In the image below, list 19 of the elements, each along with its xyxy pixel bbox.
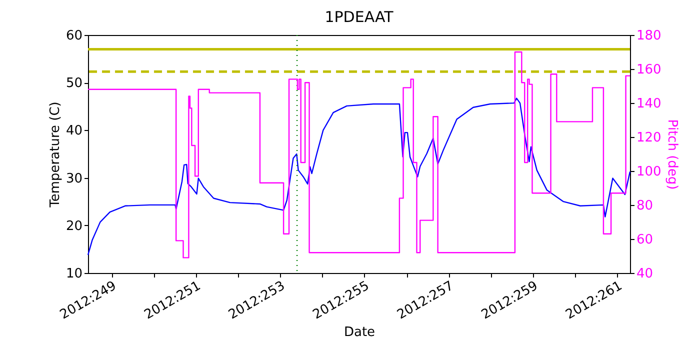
y2-tick-label: 160 [636,62,662,78]
y-axis-title: Temperature (C) [48,102,63,208]
y2-tick-label: 80 [636,198,654,214]
y2-tick-label: 180 [636,28,662,44]
y2-tick-label: 60 [636,232,654,248]
y2-axis-title: Pitch (deg) [664,119,680,190]
y-tick-label: 60 [66,28,82,44]
line-series [87,98,631,256]
y2-tick-label: 100 [636,164,662,180]
y-tick-label: 30 [66,171,82,186]
x-axis-title: Date [344,324,376,340]
y2-tick-label: 40 [636,266,654,282]
y2-tick-label: 120 [636,130,662,146]
chart-title: 1PDEAAT [324,8,394,26]
y-tick-label: 20 [66,218,82,234]
y-tick-label: 50 [66,76,82,92]
y-tick-label: 40 [66,124,82,139]
y2-tick-label: 140 [636,96,662,112]
y-tick-label: 10 [66,266,82,282]
